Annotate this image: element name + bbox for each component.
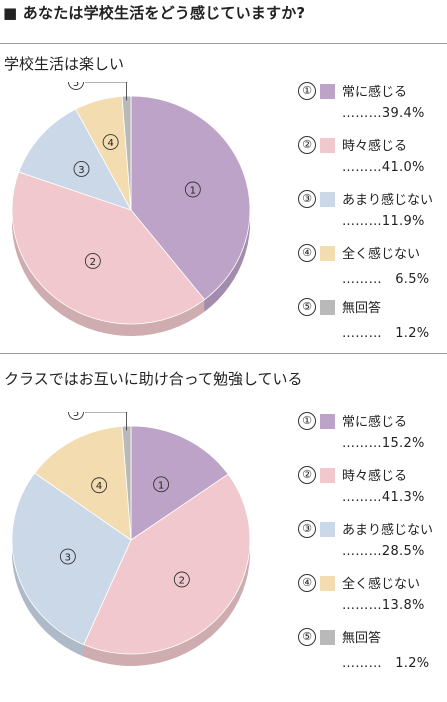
legend-value: ………13.8% [342, 598, 425, 613]
pie-slice [83, 473, 251, 655]
legend-swatch [320, 84, 335, 99]
legend-swatch [320, 576, 335, 591]
pie-slice [11, 171, 206, 325]
pie-slice [130, 425, 229, 541]
legend-value: ………11.9% [342, 214, 425, 229]
legend-label: あまり感じない [342, 193, 434, 208]
slice-marker: 5 [73, 412, 79, 419]
legend-marker: ② [298, 466, 316, 484]
slice-marker-ring [59, 548, 76, 565]
legend-marker: ④ [298, 244, 316, 262]
legend-marker: ⑤ [298, 628, 316, 646]
legend-label: 全く感じない [342, 577, 421, 592]
slice-marker-ring [153, 476, 170, 493]
legend-item: ④ 全く感じない ……… 6.5% [298, 244, 447, 314]
pie-slice [18, 108, 132, 211]
legend-label: あまり感じない [342, 523, 434, 538]
legend-value: ………41.0% [342, 160, 425, 175]
legend-item: ① 常に感じる ………15.2% [298, 412, 447, 482]
legend-label: 全く感じない [342, 247, 421, 262]
legend-label: 時々感じる [342, 469, 408, 484]
page-title: ■ あなたは学校生活をどう感じていますか? [3, 4, 306, 22]
legend-swatch [320, 468, 335, 483]
legend-label: 時々感じる [342, 139, 408, 154]
legend-marker: ② [298, 136, 316, 154]
legend-item: ⑤ 無回答 ……… 1.2% [298, 628, 447, 698]
pie-slice [11, 472, 132, 646]
legend-label: 常に感じる [342, 415, 408, 430]
legend-swatch [320, 138, 335, 153]
legend-value: ………15.2% [342, 436, 425, 451]
pie-slice [130, 95, 251, 301]
legend-value: ………39.4% [342, 106, 425, 121]
pie-slice [34, 425, 132, 541]
legend-label: 無回答 [342, 301, 382, 316]
slice-marker: 5 [73, 82, 79, 89]
legend-item: ① 常に感じる ………39.4% [298, 82, 447, 152]
legend-value: ………28.5% [342, 544, 425, 559]
chart-1-title: 学校生活は楽しい [4, 55, 125, 73]
legend-marker: ④ [298, 574, 316, 592]
legend-swatch [320, 246, 335, 261]
slice-marker: 4 [96, 481, 102, 492]
slice-marker-ring [91, 477, 108, 494]
slice-marker-ring [184, 181, 201, 198]
legend-label: 無回答 [342, 631, 382, 646]
legend-marker: ① [298, 412, 316, 430]
legend-swatch [320, 522, 335, 537]
legend-value: ……… 1.2% [342, 326, 430, 341]
slice-marker: 1 [190, 186, 196, 197]
slice-marker: 3 [65, 553, 71, 564]
legend-value: ……… 1.2% [342, 656, 430, 671]
legend-item: ⑤ 無回答 ……… 1.2% [298, 298, 447, 368]
legend-swatch [320, 630, 335, 645]
legend-swatch [320, 192, 335, 207]
legend-item: ② 時々感じる ………41.0% [298, 136, 447, 206]
legend-item: ② 時々感じる ………41.3% [298, 466, 447, 536]
slice-marker-ring [68, 82, 84, 90]
legend-marker: ③ [298, 190, 316, 208]
legend-marker: ③ [298, 520, 316, 538]
slice-marker: 4 [107, 138, 113, 149]
slice-marker-ring [102, 134, 119, 151]
slice-marker: 1 [158, 480, 164, 491]
chart-2-title: クラスではお互いに助け合って勉強している [4, 370, 303, 388]
top-divider [0, 43, 447, 44]
slice-marker-ring [73, 161, 90, 177]
legend-label: 常に感じる [342, 85, 408, 100]
slice-marker-ring [68, 412, 84, 420]
legend-value: ………41.3% [342, 490, 425, 505]
slice-marker: 2 [179, 576, 185, 587]
chart-1-pie: 1 2 3 4 5 [11, 82, 251, 337]
legend-value: ……… 6.5% [342, 272, 430, 287]
middle-divider [0, 353, 447, 354]
legend-marker: ① [298, 82, 316, 100]
legend-item: ④ 全く感じない ………13.8% [298, 574, 447, 644]
legend-item: ③ あまり感じない ………11.9% [298, 190, 447, 260]
slice-marker-ring [173, 571, 190, 588]
legend-swatch [320, 300, 335, 315]
legend-swatch [320, 414, 335, 429]
slice-marker: 3 [78, 165, 84, 176]
slice-marker-ring [84, 253, 101, 269]
chart-2-pie: 1 2 3 4 5 [11, 412, 251, 666]
marker-leader-line [85, 82, 128, 101]
legend-marker: ⑤ [298, 298, 316, 316]
slice-marker: 2 [90, 257, 96, 268]
legend-item: ③ あまり感じない ………28.5% [298, 520, 447, 590]
marker-leader-line [85, 412, 128, 431]
